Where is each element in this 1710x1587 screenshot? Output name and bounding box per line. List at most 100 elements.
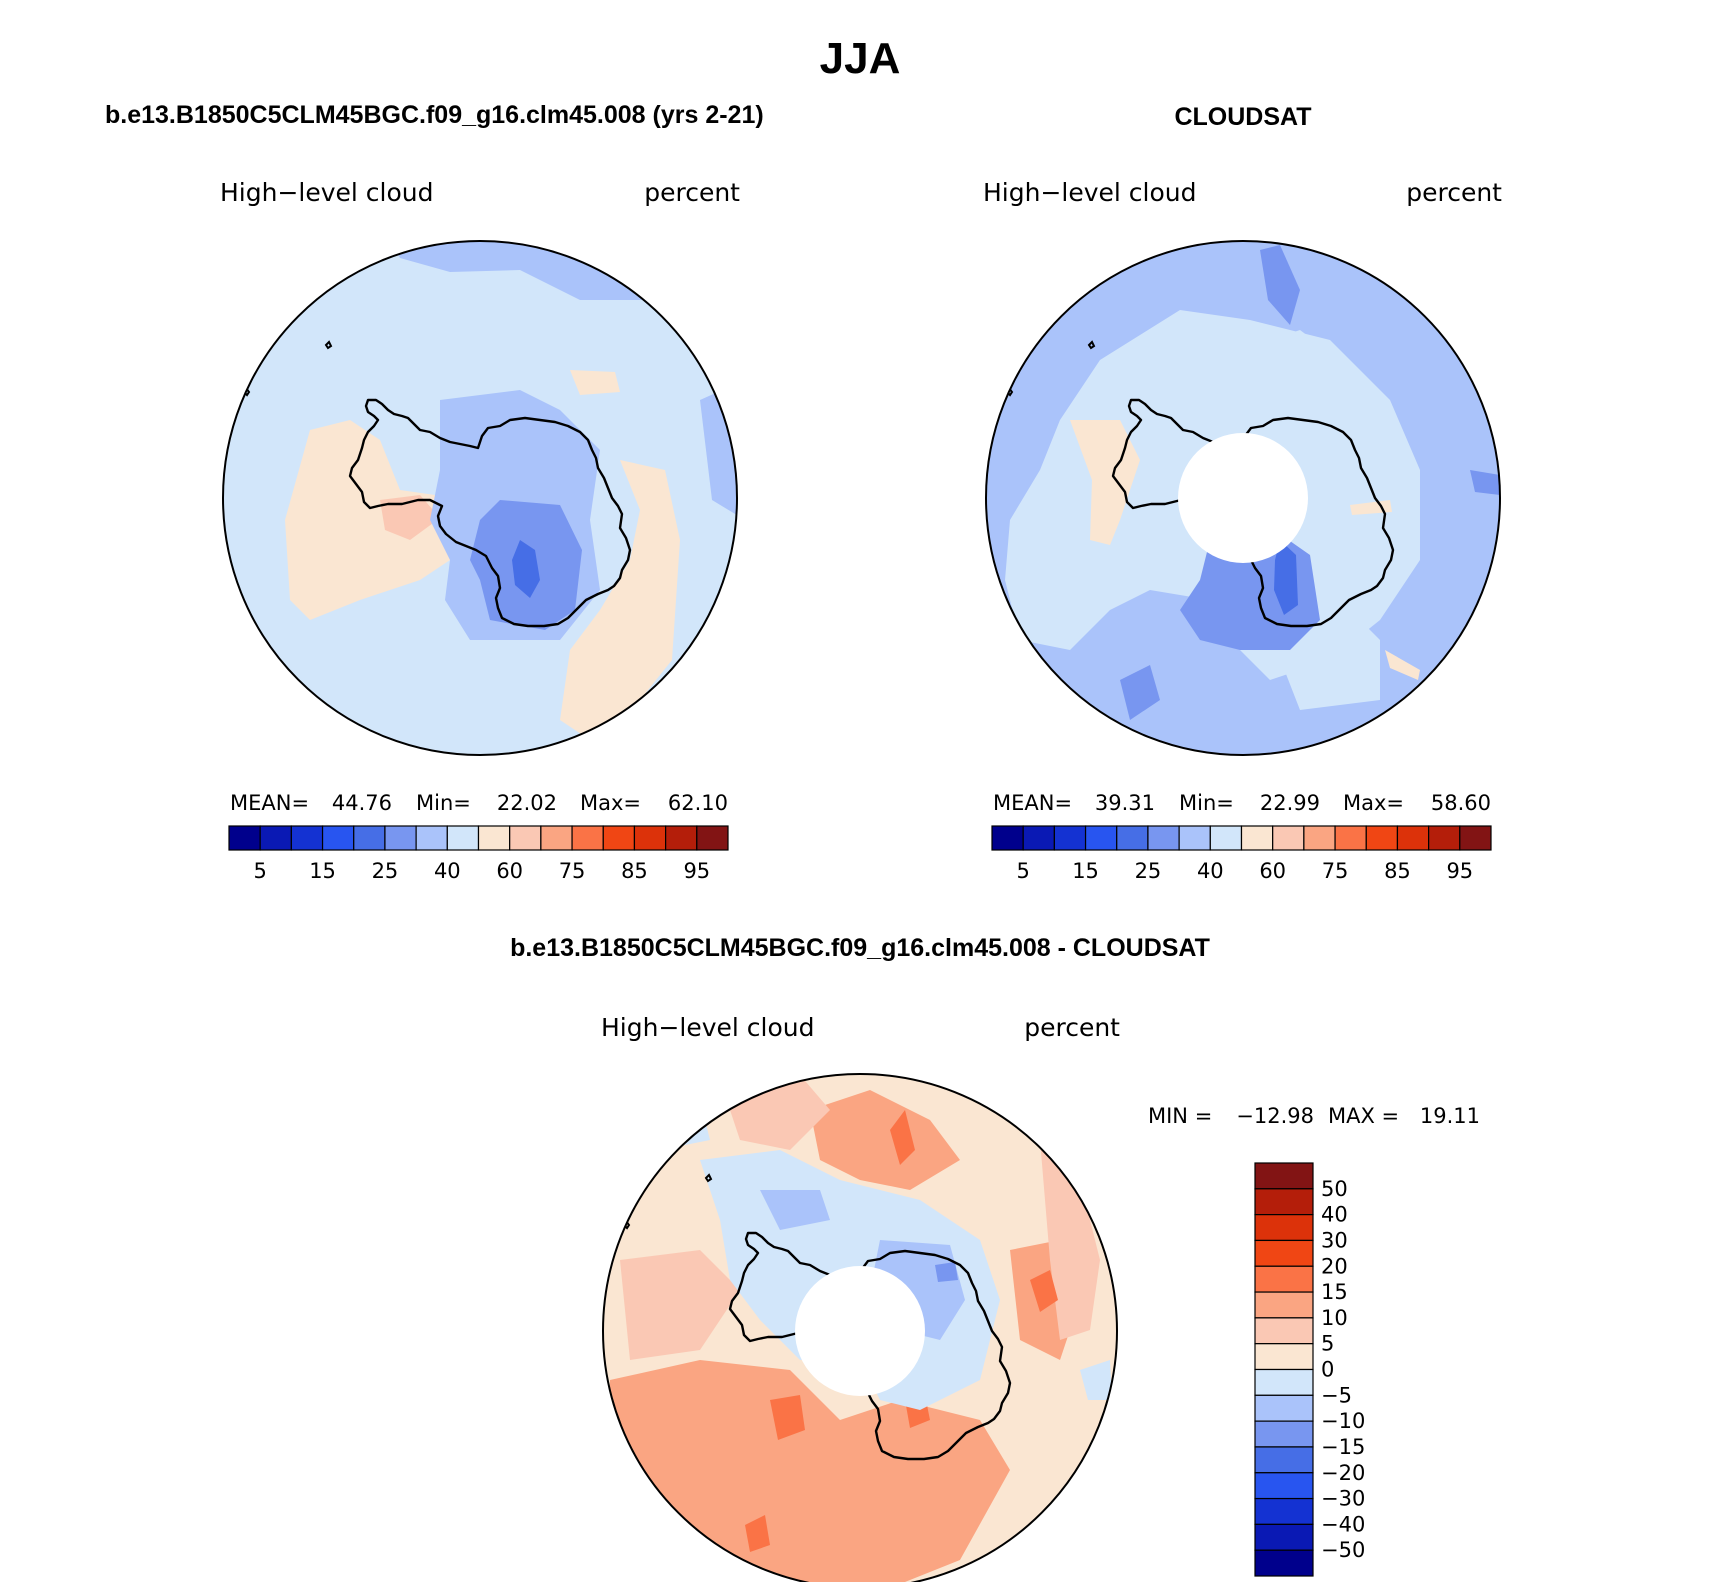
panel-difference-variable: High−level cloud: [601, 1013, 815, 1042]
figure-title: JJA: [820, 34, 901, 83]
colorbar-cell: [1428, 825, 1461, 851]
colorbar-cell: [1254, 1265, 1314, 1293]
colorbar-cell: [259, 825, 292, 851]
map-field-band-75-85: [380, 495, 440, 540]
map-field-band-60-75: [570, 370, 620, 395]
colorbar-tick-label: 75: [559, 859, 586, 883]
map-field-band-60-75: [1350, 500, 1392, 515]
colorbar-cell: [1254, 1188, 1314, 1216]
colorbar-tick-label: 30: [1321, 1228, 1348, 1252]
stat-max-label: Max=: [580, 791, 641, 815]
colorbar-cell: [1053, 825, 1087, 851]
map-boundary: [602, 1073, 1118, 1587]
map-field-band-15-20: [770, 1395, 805, 1440]
colorbar-cloudsat: 5 15 25 40 60 75 85 95: [991, 825, 1492, 883]
colorbar-cell: [1272, 825, 1305, 851]
colorbar-tick-label: 5: [1017, 859, 1030, 883]
colorbar-cell: [1254, 1394, 1314, 1422]
stat-max-label: Max=: [1343, 791, 1404, 815]
colorbar-tick-label: −10: [1321, 1409, 1365, 1433]
colorbar-cell: [1209, 825, 1243, 851]
colorbar-cell: [665, 825, 698, 851]
colorbar-tick-label: 75: [1322, 859, 1349, 883]
colorbar-tick-label: 85: [1384, 859, 1411, 883]
colorbar-tick-label: −20: [1321, 1461, 1365, 1485]
colorbar-tick-label: 40: [1197, 859, 1224, 883]
colorbar-model: 5 15 25 40 60 75 85 95: [228, 825, 729, 883]
map-field-band-10-15: [810, 1090, 960, 1190]
colorbar-cell: [991, 825, 1024, 851]
stat-min-label: MIN =: [1148, 1104, 1212, 1128]
colorbar-cell: [384, 825, 417, 851]
stat-max-value: 58.60: [1431, 791, 1491, 815]
colorbar-cell: [1334, 825, 1367, 851]
map-field-band-15-25: [1120, 665, 1160, 720]
stat-min-value: −12.98: [1236, 1104, 1314, 1128]
colorbar-cell: [290, 825, 324, 851]
stat-min-value: 22.99: [1260, 791, 1320, 815]
map-field-band-15-25: [1260, 245, 1300, 325]
map-boundary: [222, 240, 738, 756]
colorbar-cell: [1303, 825, 1336, 851]
panel-model-title: b.e13.B1850C5CLM45BGC.f09_g16.clm45.008 …: [105, 101, 764, 129]
colorbar-cell: [571, 825, 604, 851]
colorbar-cell: [1254, 1343, 1314, 1371]
panel-cloudsat-variable: High−level cloud: [983, 178, 1197, 207]
map-field-band-60-75: [1070, 420, 1140, 545]
colorbar-tick-label: 15: [1072, 859, 1099, 883]
colorbar-tick-label: 50: [1321, 1177, 1348, 1201]
polar-map-cloudsat: [986, 241, 1500, 755]
colorbar-cell: [1254, 1523, 1314, 1551]
map-field-band-neg10-neg5: [760, 1190, 830, 1230]
colorbar-cell: [446, 825, 480, 851]
polar-map-difference: [603, 1074, 1117, 1587]
polar-data-gap: [795, 1266, 925, 1396]
map-field-band-15-25: [1470, 470, 1500, 495]
panel-difference: b.e13.B1850C5CLM45BGC.f09_g16.clm45.008 …: [510, 934, 1480, 1587]
stat-min-label: Min=: [1179, 791, 1234, 815]
colorbar-tick-label: 95: [1446, 859, 1473, 883]
panel-cloudsat: CLOUDSAT High−level cloud percent MEAN= …: [983, 103, 1502, 883]
colorbar-cell: [1254, 1368, 1314, 1396]
colorbar-cell: [1254, 1162, 1314, 1190]
map-field-band-5-15: [1274, 540, 1298, 615]
map-field-band-15-20: [745, 1515, 770, 1552]
colorbar-tick-label: 15: [309, 859, 336, 883]
colorbar-tick-label: −15: [1321, 1435, 1365, 1459]
map-field-band-5-10: [620, 1250, 740, 1360]
panel-difference-title: b.e13.B1850C5CLM45BGC.f09_g16.clm45.008 …: [510, 934, 1210, 962]
colorbar-cell: [1396, 825, 1430, 851]
colorbar-tick-label: −40: [1321, 1512, 1365, 1536]
colorbar-cell: [1240, 825, 1274, 851]
colorbar-cell: [1147, 825, 1180, 851]
colorbar-cell: [415, 825, 448, 851]
colorbar-cell: [477, 825, 511, 851]
colorbar-cell: [1254, 1420, 1314, 1448]
map-field-band-15-20: [890, 1110, 915, 1165]
colorbar-tick-label: 0: [1321, 1358, 1334, 1382]
colorbar-tick-label: 85: [621, 859, 648, 883]
map-field-band-60-75: [560, 460, 680, 740]
colorbar-cell: [1178, 825, 1211, 851]
stat-mean-label: MEAN=: [230, 791, 309, 815]
colorbar-tick-label: 25: [372, 859, 399, 883]
colorbar-tick-label: 60: [1259, 859, 1286, 883]
colorbar-cell: [321, 825, 355, 851]
colorbar-cell: [633, 825, 667, 851]
map-field-band-60-75: [1385, 650, 1420, 680]
colorbar-cell: [1254, 1317, 1314, 1345]
panel-model-variable: High−level cloud: [220, 178, 434, 207]
colorbar-cell: [1459, 825, 1492, 851]
panel-model: b.e13.B1850C5CLM45BGC.f09_g16.clm45.008 …: [105, 101, 764, 883]
stat-max-label: MAX =: [1328, 1104, 1399, 1128]
panel-difference-units: percent: [1024, 1013, 1120, 1042]
stat-mean-value: 44.76: [332, 791, 392, 815]
colorbar-tick-label: 60: [496, 859, 523, 883]
colorbar-cell: [1254, 1472, 1314, 1500]
map-field-band-60-75: [285, 420, 480, 620]
colorbar-tick-label: −5: [1321, 1383, 1352, 1407]
stat-max-value: 62.10: [668, 791, 728, 815]
colorbar-tick-label: −50: [1321, 1538, 1365, 1562]
colorbar-cell: [1084, 825, 1118, 851]
